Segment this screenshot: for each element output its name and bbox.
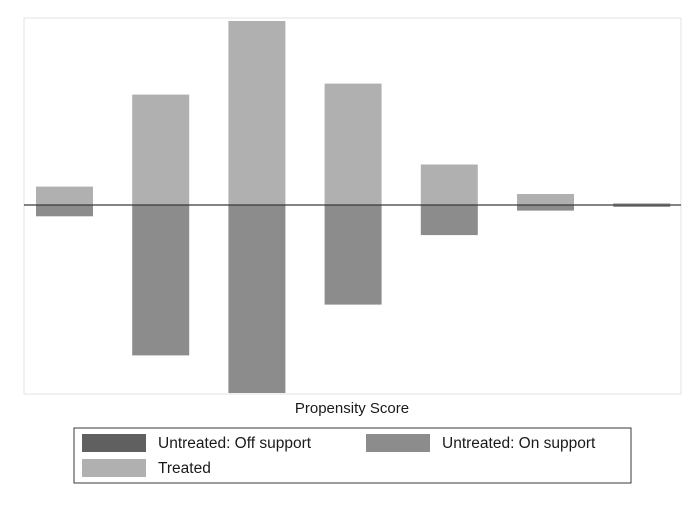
bar-untreated-on-support-3 <box>228 205 286 393</box>
bar-untreated-on-support-7 <box>613 205 671 207</box>
legend-label-on-support: Untreated: On support <box>442 435 596 452</box>
treated-bars <box>36 21 671 205</box>
legend-swatch-on-support <box>366 434 430 452</box>
legend-label-off-support: Untreated: Off support <box>158 435 312 452</box>
legend: Untreated: Off support Untreated: On sup… <box>73 427 632 484</box>
bar-treated-1 <box>36 186 93 205</box>
legend-swatch-treated <box>82 459 146 477</box>
bar-treated-5 <box>420 164 478 205</box>
bar-untreated-on-support-6 <box>517 205 574 211</box>
bar-treated-4 <box>324 83 382 205</box>
untreated-on-support-bars <box>36 205 671 393</box>
bar-untreated-on-support-1 <box>36 205 93 217</box>
bar-untreated-on-support-2 <box>132 205 190 356</box>
legend-label-treated: Treated <box>158 460 211 477</box>
bar-treated-2 <box>132 94 190 205</box>
x-axis-label: Propensity Score <box>295 400 409 417</box>
bar-treated-6 <box>517 194 574 205</box>
legend-swatch-off-support <box>82 434 146 452</box>
legend-box <box>73 427 632 484</box>
bar-treated-3 <box>228 21 286 205</box>
bar-untreated-on-support-5 <box>420 205 478 236</box>
bar-treated-7 <box>613 203 671 205</box>
bar-untreated-on-support-4 <box>324 205 382 305</box>
